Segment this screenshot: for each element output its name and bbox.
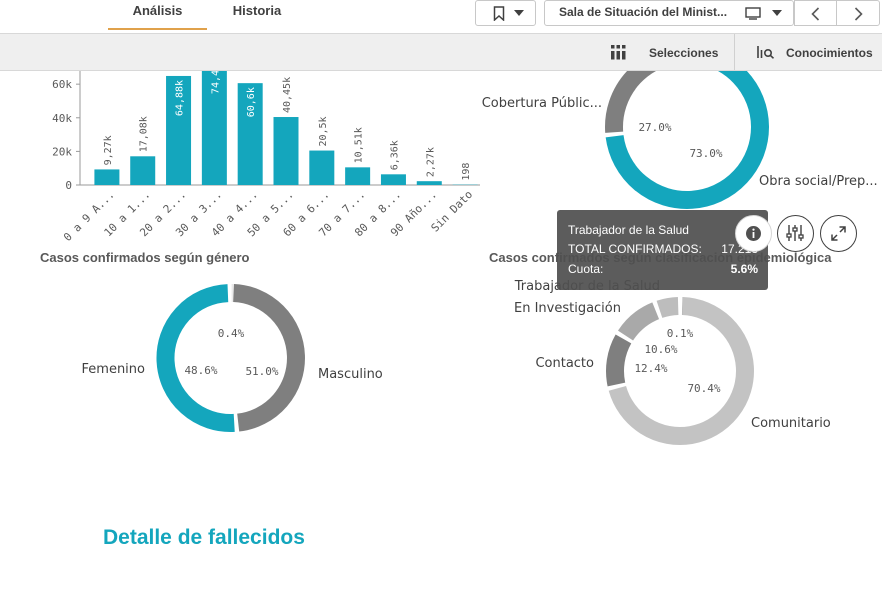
- donut-slice[interactable]: [156, 284, 235, 432]
- tab-analisis[interactable]: Análisis: [108, 0, 207, 30]
- y-tick-label: 20k: [52, 145, 72, 158]
- tooltip-share-row: Cuota: 5.6%: [568, 262, 758, 276]
- slice-category-label: Contacto: [535, 356, 594, 371]
- previous-sheet-button[interactable]: [794, 0, 837, 26]
- bar[interactable]: [201, 71, 227, 185]
- insights-label: Conocimientos: [786, 46, 873, 60]
- chevron-left-icon: [811, 7, 820, 21]
- donut-slice[interactable]: [606, 334, 632, 387]
- tooltip-total-label: TOTAL CONFIRMADOS:: [568, 242, 702, 256]
- adjust-button[interactable]: [777, 215, 814, 252]
- bookmark-icon: [493, 6, 505, 21]
- insights-icon: [757, 46, 775, 59]
- bar-value-label: 40,45k: [282, 77, 293, 113]
- donut-slice[interactable]: [605, 71, 687, 133]
- bar[interactable]: [309, 150, 335, 185]
- gender-chart-title: Casos confirmados según género: [40, 250, 250, 265]
- bar-value-label: 64,88k: [175, 80, 186, 116]
- sheet-title: Sala de Situación del Minist...: [559, 5, 728, 19]
- bookmark-button[interactable]: [475, 0, 536, 26]
- y-tick-label: 0: [65, 179, 72, 192]
- bar-value-label: 74,4k: [210, 71, 221, 94]
- slice-value-label: 27.0%: [638, 121, 671, 134]
- y-tick-label: 60k: [52, 78, 72, 91]
- chevron-down-icon: [514, 10, 524, 16]
- bar[interactable]: [237, 83, 263, 185]
- slice-value-label: 10.6%: [644, 343, 677, 356]
- insights-button[interactable]: Conocimientos: [745, 34, 882, 70]
- donut-slice[interactable]: [608, 297, 754, 445]
- chevron-down-icon: [772, 10, 782, 16]
- info-icon: [746, 226, 761, 241]
- bar-value-label: 20,5k: [318, 116, 329, 146]
- sheet-selector[interactable]: Sala de Situación del Minist...: [544, 0, 794, 26]
- bar[interactable]: [416, 181, 442, 185]
- bar-value-label: 10,51k: [354, 127, 365, 163]
- slice-category-label: Masculino: [318, 367, 383, 382]
- bar-value-label: 2,27k: [425, 147, 436, 177]
- adjust-icon: [786, 225, 804, 241]
- bar[interactable]: [345, 167, 371, 185]
- bar[interactable]: [166, 75, 192, 185]
- slice-value-label: 51.0%: [245, 365, 278, 378]
- bar[interactable]: [273, 117, 299, 185]
- slice-value-label: 73.0%: [689, 147, 722, 160]
- donut-slice[interactable]: [656, 297, 679, 318]
- slice-category-label: Comunitario: [751, 416, 831, 431]
- bar[interactable]: [94, 169, 120, 185]
- slice-category-label: Cobertura Públic...: [482, 96, 602, 111]
- classification-donut-chart[interactable]: 0.1% 10.6% 12.4% 70.4% Comunitario Contacto En…: [514, 279, 831, 445]
- tooltip-share-label: Cuota:: [568, 262, 604, 276]
- selections-label: Selecciones: [649, 46, 719, 60]
- cobertura-donut-chart[interactable]: 27.0% 73.0% Cobertura Públic... Obra social…: [482, 71, 878, 209]
- next-sheet-button[interactable]: [836, 0, 880, 26]
- chart-tooltip: Trabajador de la Salud TOTAL CONFIRMADOS…: [557, 210, 768, 290]
- toolbar: Selecciones Conocimientos: [0, 33, 882, 71]
- tab-historia[interactable]: Historia: [232, 3, 282, 18]
- slice-value-label: 70.4%: [687, 382, 720, 395]
- slice-category-label: En Investigación: [514, 301, 621, 316]
- slice-category-label: Obra social/Prep...: [759, 174, 878, 189]
- slice-value-label: 0.4%: [218, 327, 245, 340]
- expand-icon: [831, 226, 846, 241]
- bar[interactable]: [130, 156, 156, 185]
- top-navigation: Análisis Historia Sala de Situación del …: [0, 0, 882, 33]
- bar-value-label: 6,36k: [389, 140, 400, 170]
- bar-value-label: 17,08k: [139, 116, 150, 152]
- bar-value-label: 198: [461, 163, 472, 181]
- tooltip-share-value: 5.6%: [730, 262, 758, 276]
- bar[interactable]: [380, 174, 406, 185]
- y-tick-label: 40k: [52, 112, 72, 125]
- donut-slice[interactable]: [605, 71, 769, 209]
- expand-button[interactable]: [820, 215, 857, 252]
- slice-value-label: 12.4%: [634, 362, 667, 375]
- sheet-icon: [745, 7, 761, 20]
- selections-button[interactable]: Selecciones: [600, 34, 734, 70]
- donut-slice[interactable]: [617, 302, 660, 341]
- slice-category-label: Femenino: [82, 362, 146, 377]
- tooltip-title: Trabajador de la Salud: [568, 223, 689, 237]
- donut-slice[interactable]: [232, 284, 305, 432]
- chevron-right-icon: [854, 7, 863, 21]
- toolbar-divider: [734, 34, 735, 70]
- selections-icon: [611, 45, 626, 60]
- detalle-fallecidos-title: Detalle de fallecidos: [103, 526, 305, 549]
- bar-value-label: 60,6k: [246, 87, 257, 117]
- gender-donut-chart[interactable]: 0.4% 48.6% 51.0% Femenino Masculino: [82, 284, 383, 432]
- info-button[interactable]: [735, 215, 772, 252]
- slice-value-label: 0.1%: [667, 327, 694, 340]
- slice-value-label: 48.6%: [184, 364, 217, 377]
- tooltip-total-row: TOTAL CONFIRMADOS: 17.213: [568, 242, 758, 256]
- bar-value-label: 9,27k: [103, 135, 114, 165]
